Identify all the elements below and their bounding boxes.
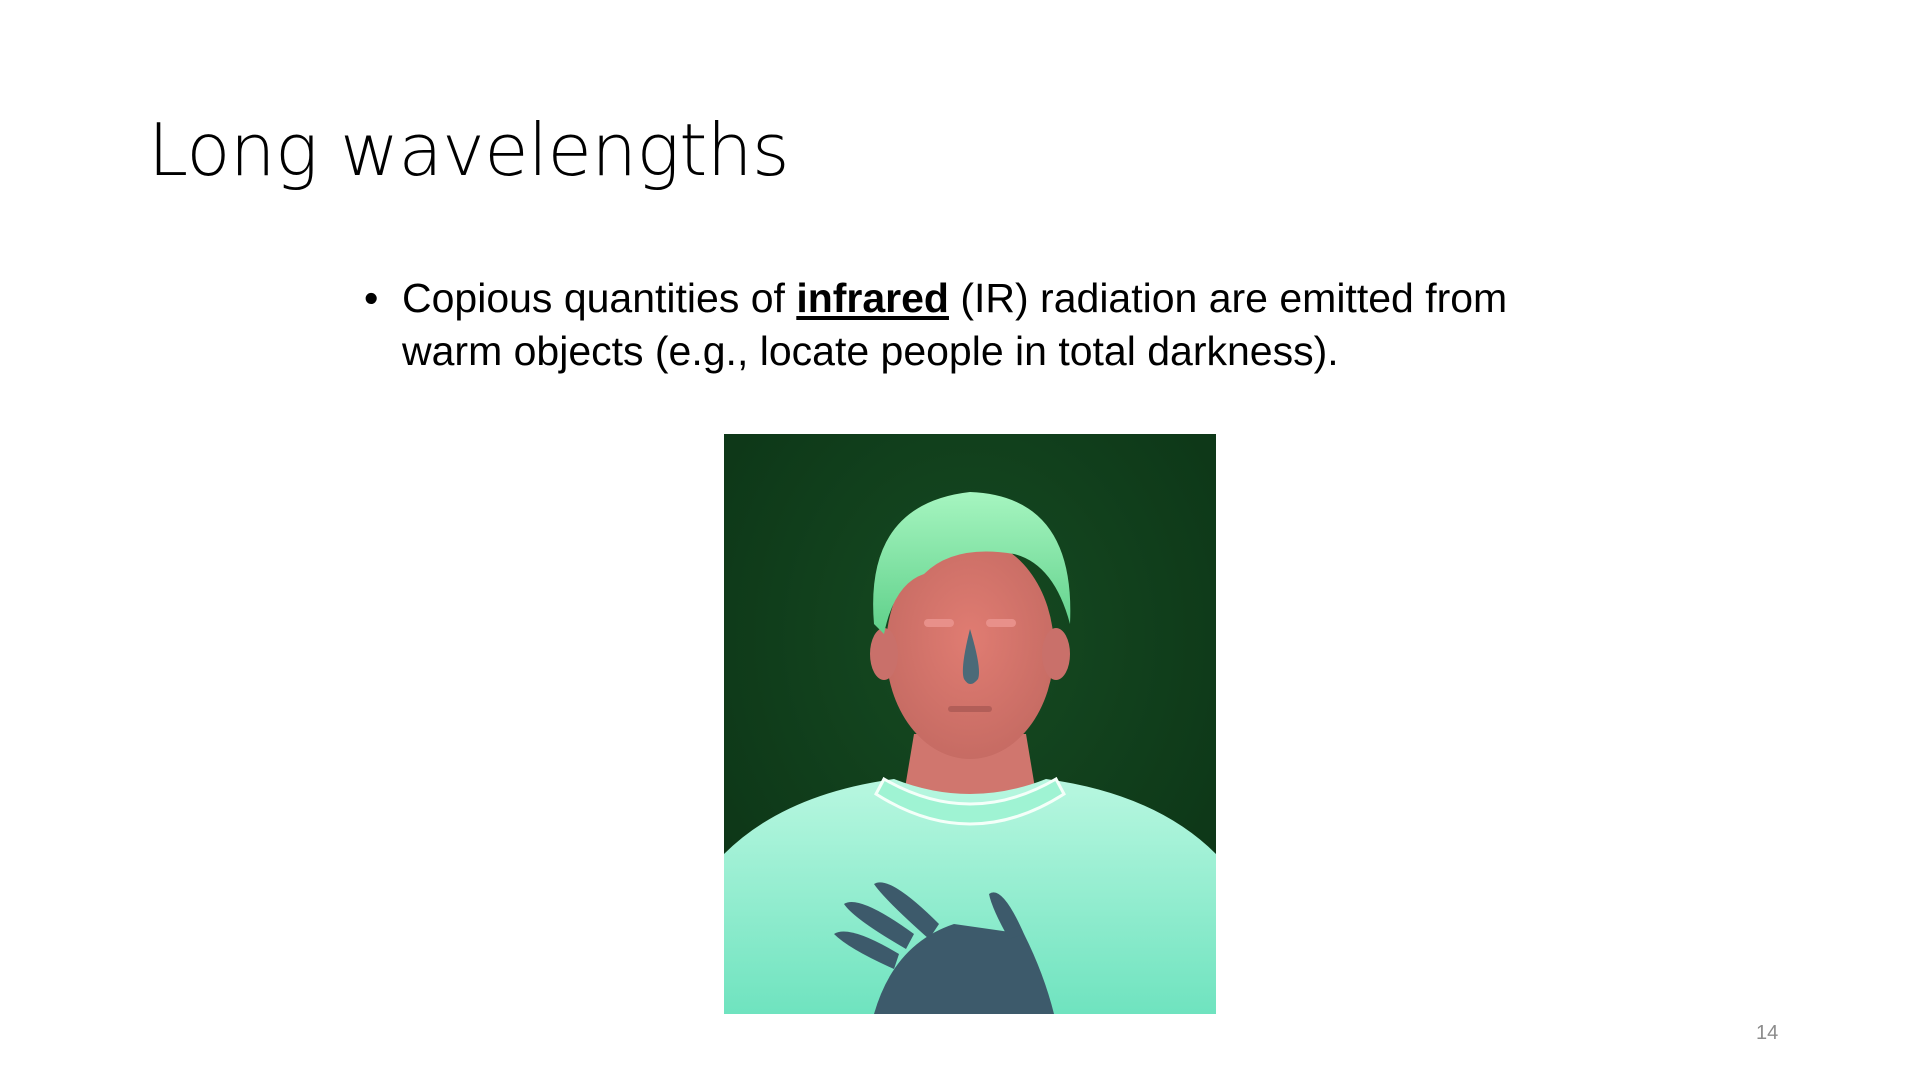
bullet-emphasis-infrared: infrared: [796, 275, 949, 321]
bullet-glyph: •: [364, 275, 379, 321]
bullet-text-after: (IR) radiation are emitted from warm obj…: [402, 275, 1508, 374]
page-number: 14: [1756, 1022, 1779, 1044]
infrared-portrait-image: [724, 434, 1216, 1014]
image-nose: [962, 629, 979, 684]
bullet-list: • Copious quantities of infrared (IR) ra…: [364, 272, 1554, 378]
image-hair: [873, 492, 1071, 634]
image-hand: [834, 882, 1054, 1014]
slide-title: Long wavelengths: [148, 108, 790, 192]
image-sweater: [724, 779, 1216, 1014]
image-collar: [874, 776, 1066, 826]
bullet-text-before: Copious quantities of: [402, 275, 797, 321]
bullet-item: • Copious quantities of infrared (IR) ra…: [364, 272, 1554, 378]
